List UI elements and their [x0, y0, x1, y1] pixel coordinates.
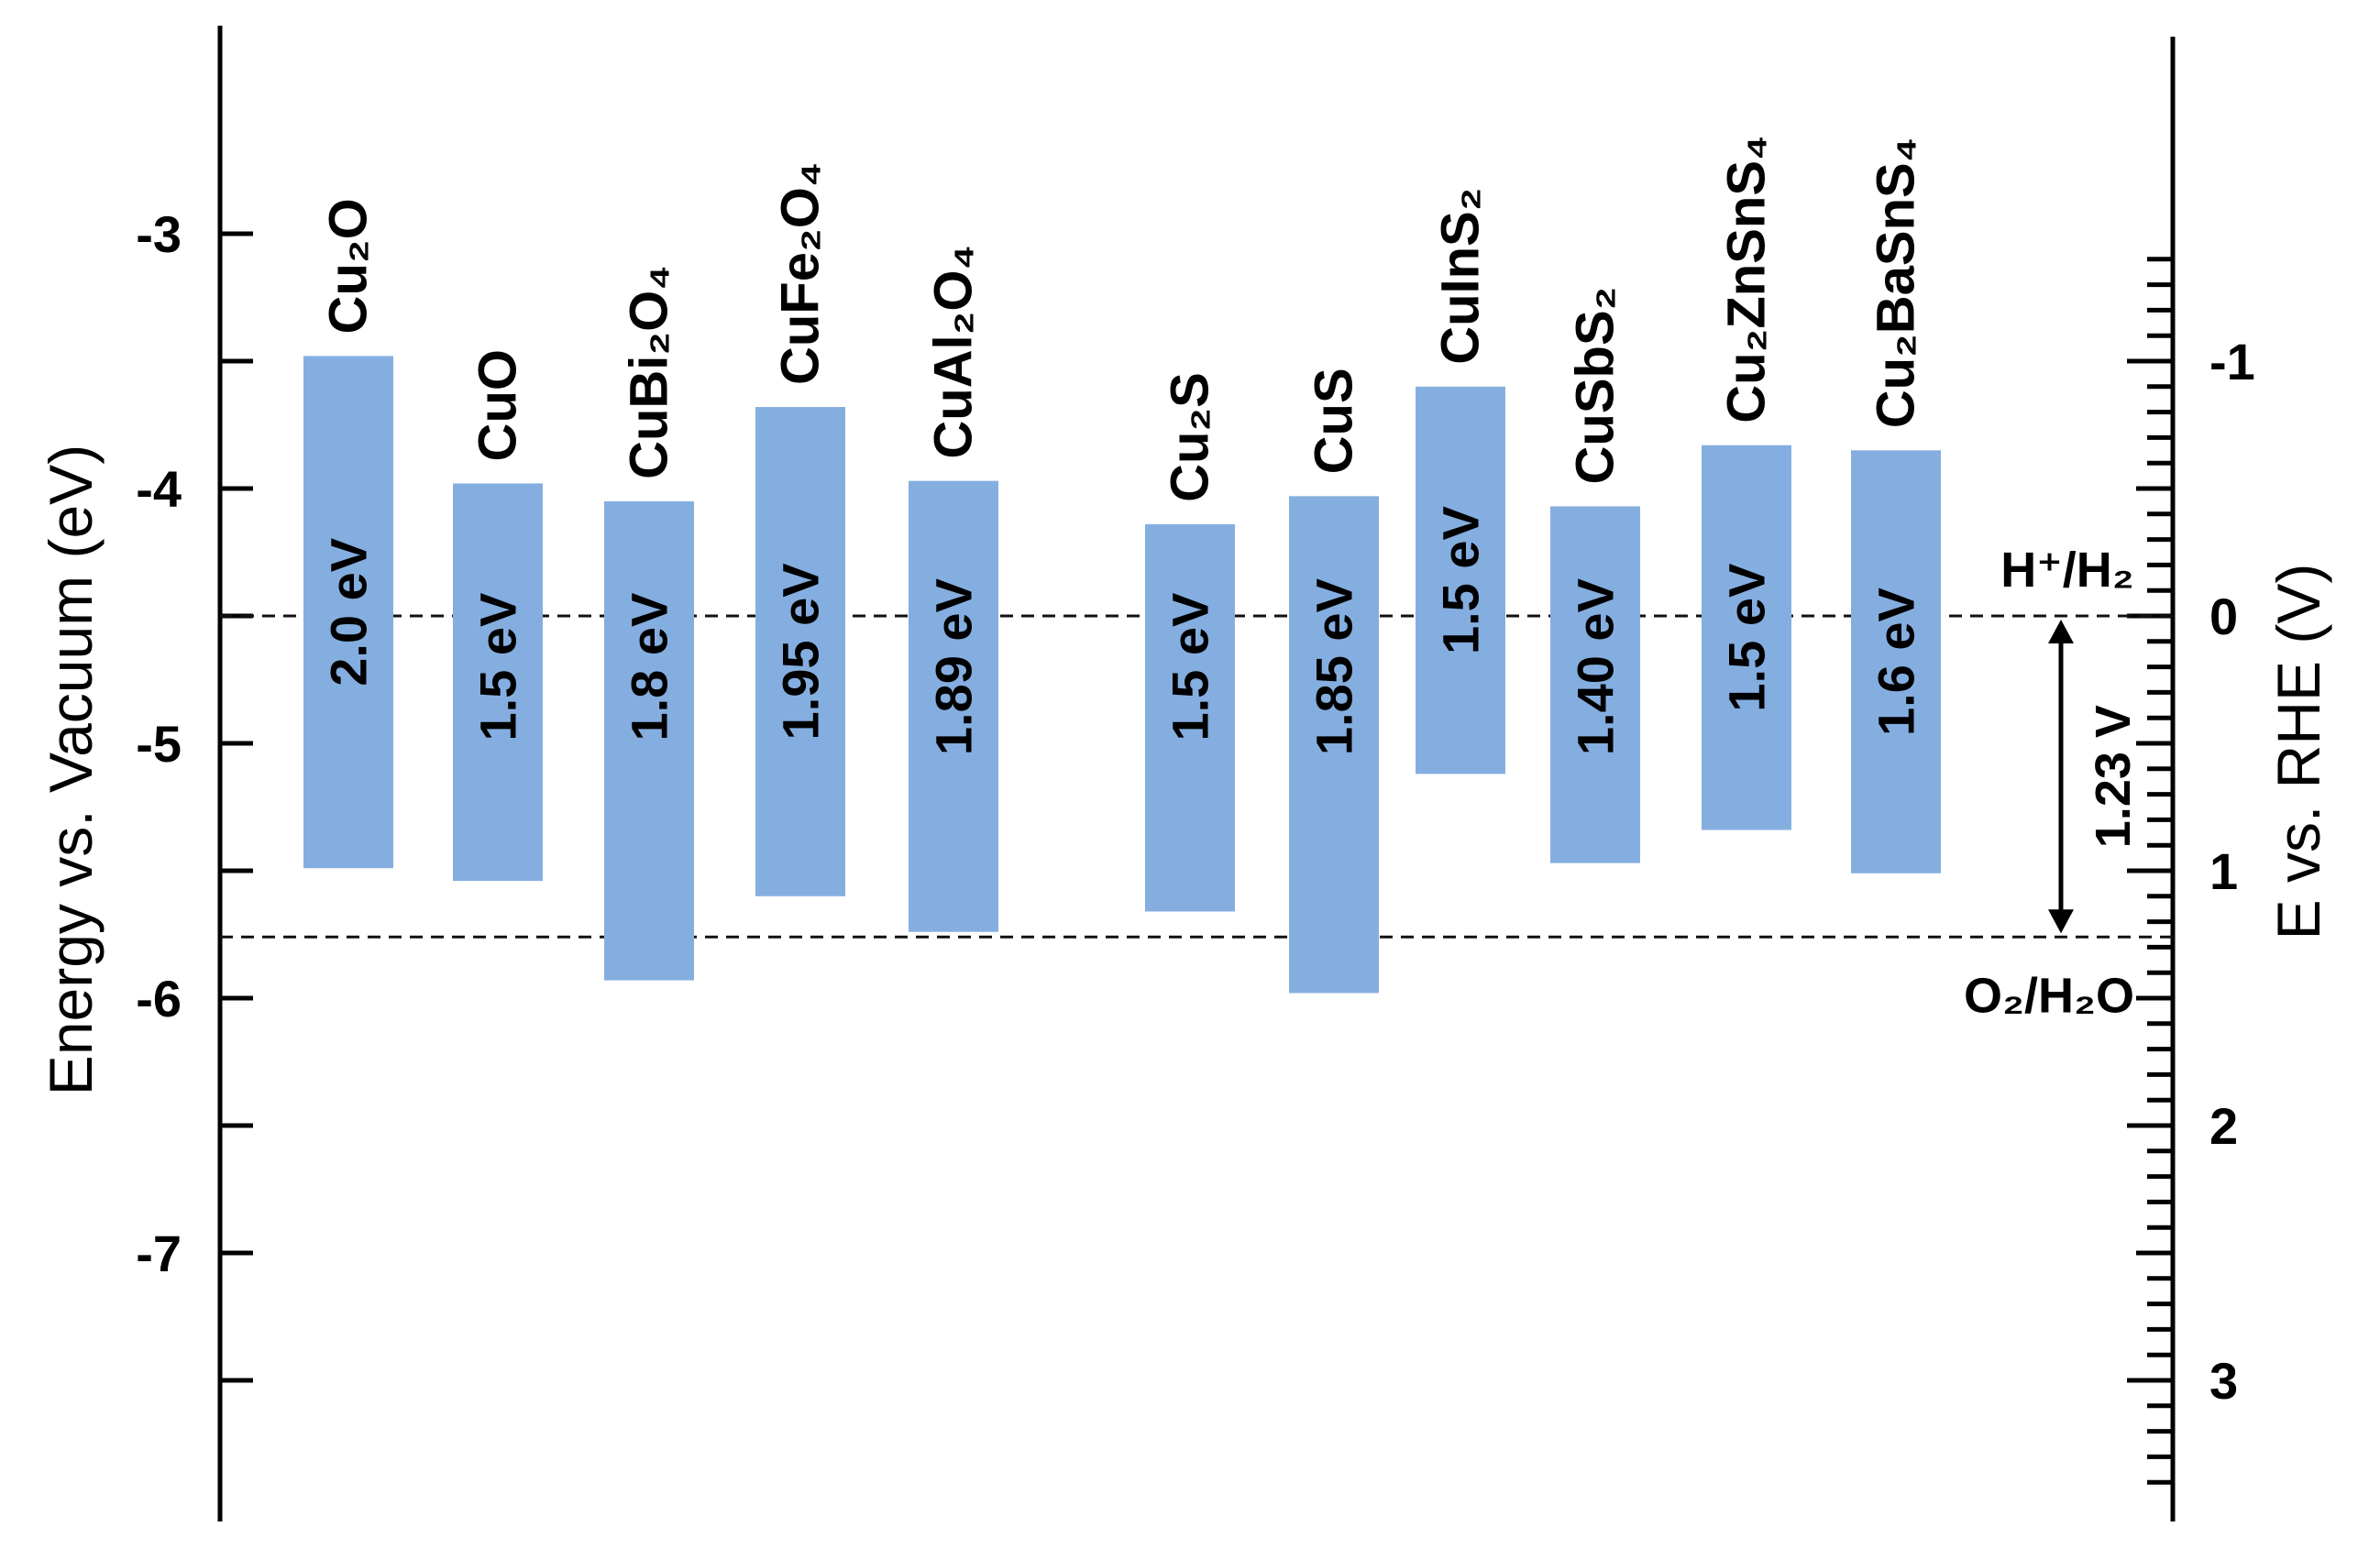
potential-annotation: 1.23 V: [2086, 705, 2141, 848]
band-bar: [1702, 445, 1791, 830]
band-bar: [303, 356, 393, 869]
labels-layer: 2.0 eV Cu₂O 1.5 eV CuO 1.8 eV CuBi₂O₄ 1.95 eV C…: [319, 135, 1926, 755]
material-label: CuO: [468, 349, 528, 461]
bandgap-label: 1.95 eV: [772, 563, 830, 740]
material-label: CuAl₂O₄: [924, 245, 984, 459]
band-bar: [453, 483, 543, 882]
right-axis-tick-label: 0: [2209, 588, 2238, 645]
reference-label-o: O₂/H₂O: [1964, 968, 2134, 1023]
right-axis-tick-label: 3: [2209, 1352, 2238, 1410]
right-axis-label: E vs. RHE (V): [2264, 564, 2332, 940]
bandgap-label: 2.0 eV: [320, 538, 378, 687]
axes-layer: -3 -4 -5 -6 -7 Energy vs. Vacuum (eV) -1 0 1 2 3 E …: [37, 26, 2332, 1522]
material-label: Cu₂ZnSnS₄: [1717, 135, 1777, 423]
bandgap-label: 1.5 eV: [1432, 506, 1490, 654]
band-bar: [909, 480, 998, 932]
bandgap-label: 1.8 eV: [621, 593, 678, 742]
band-bar: [604, 500, 694, 981]
bandgap-label: 1.5 eV: [1162, 593, 1219, 742]
left-axis-tick-label: -5: [136, 715, 182, 773]
bandgap-label: 1.5 eV: [469, 593, 527, 742]
band-bar: [755, 407, 845, 896]
material-label: CuBi₂O₄: [620, 265, 679, 479]
bandgap-label: 1.6 eV: [1868, 588, 1925, 736]
arrow-head-down: [2048, 909, 2074, 934]
left-axis-tick-label: -7: [136, 1225, 182, 1282]
reference-label-h: H⁺/H₂: [2000, 543, 2134, 598]
left-axis-tick-label: -3: [136, 205, 182, 263]
material-label: Cu₂S: [1161, 372, 1220, 502]
material-label: CuS: [1305, 368, 1364, 474]
left-axis-tick-label: -6: [136, 970, 182, 1027]
bars-layer: [303, 356, 1941, 994]
right-axis-tick-label: -1: [2209, 333, 2255, 390]
bandgap-label: 1.85 eV: [1306, 578, 1363, 755]
arrow-head-up: [2048, 620, 2074, 643]
material-label: CuInS₂: [1431, 187, 1491, 364]
bandgap-label: 1.5 eV: [1718, 564, 1776, 712]
band-bar: [1416, 386, 1505, 774]
band-bar: [1550, 506, 1640, 863]
bandgap-label: 1.40 eV: [1567, 578, 1625, 755]
band-bar: [1145, 523, 1235, 912]
left-axis-tick-label: -4: [136, 460, 182, 518]
material-label: Cu₂BaSnS₄: [1867, 137, 1926, 429]
right-axis-tick-label: 2: [2209, 1097, 2238, 1155]
right-axis-tick-label: 1: [2209, 842, 2238, 900]
bandgap-label: 1.89 eV: [925, 578, 983, 755]
material-label: Cu₂O: [319, 198, 379, 334]
left-axis-label: Energy vs. Vacuum (eV): [37, 445, 105, 1095]
band-bar: [1851, 450, 1941, 873]
material-label: CuSbS₂: [1566, 287, 1625, 485]
material-label: CuFe₂O₄: [771, 162, 831, 386]
band-bar: [1289, 496, 1379, 994]
